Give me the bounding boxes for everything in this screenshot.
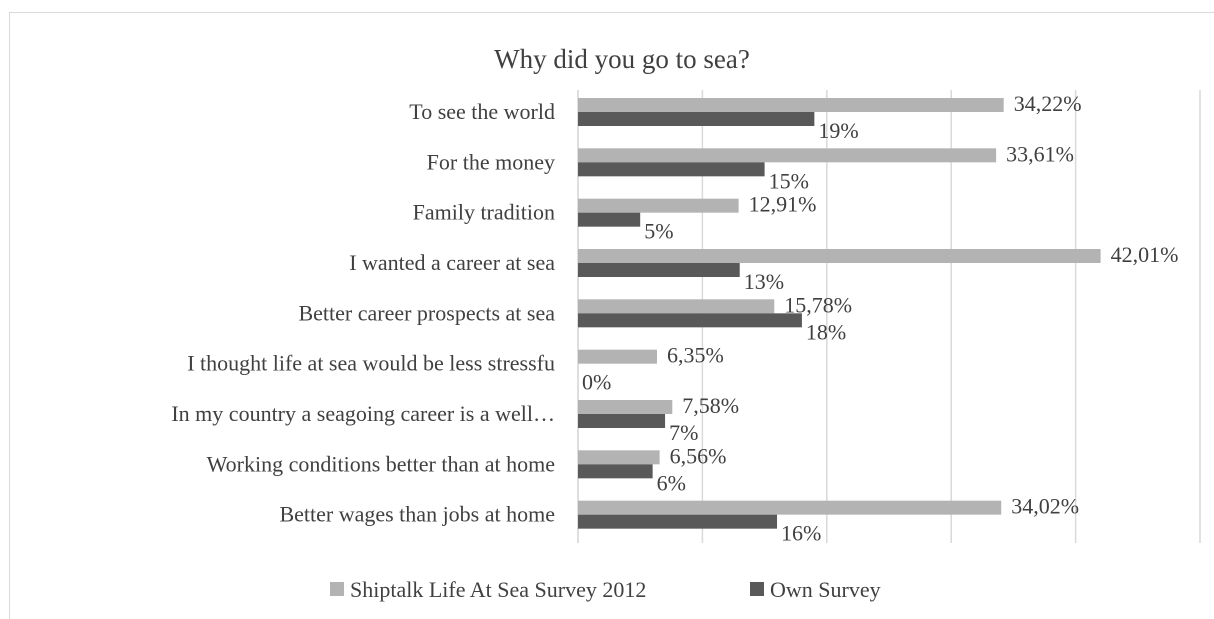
data-label: 7% — [669, 420, 698, 445]
chart-frame — [9, 12, 1214, 619]
data-label: 7,58% — [682, 393, 739, 418]
legend-label: Shiptalk Life At Sea Survey 2012 — [350, 577, 646, 602]
bar-own-survey — [578, 414, 666, 428]
data-label: 13% — [744, 269, 784, 294]
legend: Shiptalk Life At Sea Survey 2012 Own Surv… — [330, 577, 881, 602]
bar-own-survey — [578, 212, 641, 227]
category-label: To see the world — [409, 99, 555, 124]
bar-shiptalk — [578, 299, 775, 314]
data-label: 18% — [806, 319, 846, 344]
bar-own-survey — [578, 313, 802, 328]
bar-shiptalk — [578, 98, 1004, 112]
data-label: 33,61% — [1006, 141, 1074, 166]
bar-shiptalk — [578, 148, 997, 163]
data-label: 12,91% — [749, 192, 817, 217]
bar-shiptalk — [578, 450, 660, 465]
bar-own-survey — [578, 112, 815, 126]
bar-own-survey — [578, 162, 765, 177]
bar-own-survey — [578, 263, 740, 277]
data-label: 5% — [644, 219, 673, 244]
labels: To see the world 34,22% 19% For the money 33… — [171, 91, 1178, 546]
data-label: 15% — [769, 168, 809, 193]
bar-own-survey — [578, 514, 778, 529]
category-label: I wanted a career at sea — [349, 250, 555, 275]
bar-shiptalk — [578, 198, 739, 213]
legend-label: Own Survey — [770, 577, 881, 602]
category-label: Working conditions better than at home — [207, 451, 555, 476]
bar-shiptalk — [578, 349, 657, 364]
legend-swatch — [750, 582, 764, 596]
bar-shiptalk — [578, 500, 1002, 515]
category-label: Better career prospects at sea — [298, 300, 555, 325]
category-label: Better wages than jobs at home — [279, 502, 555, 527]
category-label: Family tradition — [413, 200, 555, 225]
data-label: 34,22% — [1014, 91, 1082, 116]
category-label: I thought life at sea would be less stre… — [187, 351, 555, 376]
data-label: 15,78% — [784, 292, 852, 317]
bar-shiptalk — [578, 249, 1101, 263]
data-label: 34,02% — [1011, 494, 1079, 519]
data-label: 16% — [781, 521, 821, 546]
category-label: For the money — [427, 149, 555, 174]
data-label: 0% — [582, 370, 611, 395]
data-label: 6,56% — [670, 443, 727, 468]
bar-own-survey — [578, 464, 653, 479]
category-label: In my country a seagoing career is a wel… — [171, 401, 555, 426]
bars — [578, 98, 1101, 529]
chart-title: Why did you go to sea? — [494, 44, 750, 74]
data-label: 6,35% — [667, 343, 724, 368]
bar-shiptalk — [578, 400, 673, 414]
data-label: 6% — [657, 470, 686, 495]
legend-swatch — [330, 582, 344, 596]
data-label: 19% — [818, 118, 858, 143]
data-label: 42,01% — [1111, 242, 1179, 267]
